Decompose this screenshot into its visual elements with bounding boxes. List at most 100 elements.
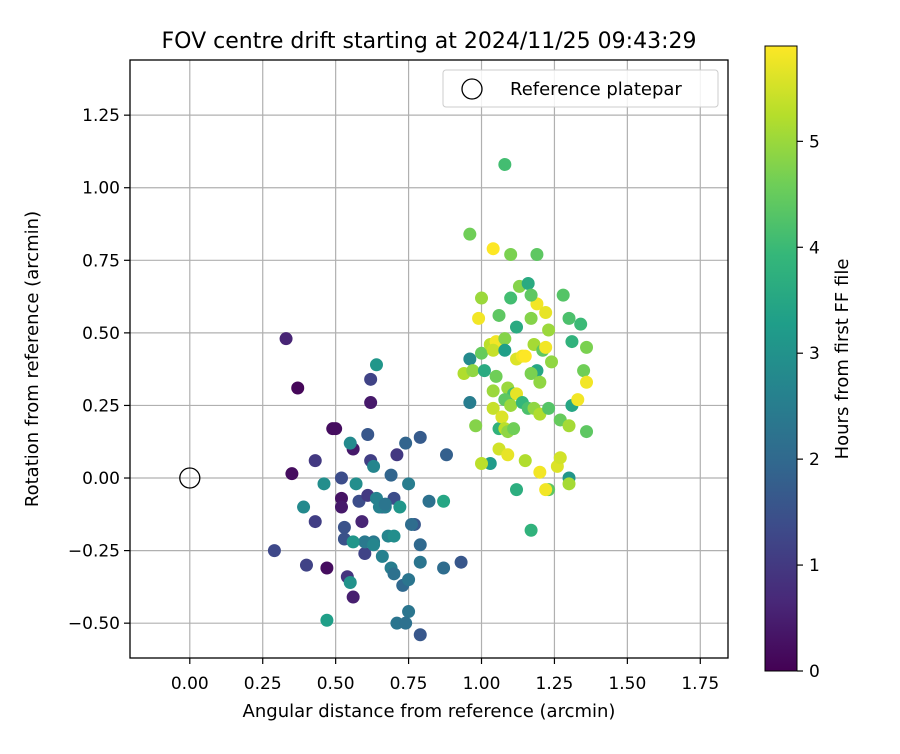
- scatter-point: [463, 396, 477, 410]
- x-tick-label: 0.75: [390, 674, 428, 694]
- scatter-point: [492, 308, 506, 322]
- scatter-point: [364, 372, 378, 386]
- scatter-point: [299, 558, 313, 572]
- x-tick-label: 1.25: [536, 674, 574, 694]
- scatter-point: [404, 517, 418, 531]
- scatter-point: [574, 317, 588, 331]
- colorbar-tick-label: 5: [809, 132, 820, 152]
- scatter-point: [472, 311, 486, 325]
- scatter-point: [504, 247, 518, 261]
- scatter-point: [510, 483, 524, 497]
- scatter-point: [355, 515, 369, 529]
- scatter-point: [346, 590, 360, 604]
- scatter-point: [498, 158, 512, 172]
- scatter-point: [545, 355, 559, 369]
- y-tick-label: 0.00: [82, 469, 120, 489]
- scatter-point: [320, 561, 334, 575]
- scatter-point: [524, 288, 538, 302]
- scatter-point: [399, 436, 413, 450]
- scatter-point: [399, 616, 413, 630]
- scatter-point: [402, 573, 416, 587]
- legend: Reference platepar: [442, 69, 719, 108]
- scatter-point: [317, 477, 331, 491]
- scatter-point: [402, 605, 416, 619]
- scatter-point: [378, 497, 392, 511]
- scatter-point: [524, 523, 538, 537]
- scatter-point: [486, 343, 500, 357]
- colorbar-label: Hours from first FF file: [832, 259, 853, 460]
- scatter-point: [361, 427, 375, 441]
- x-tick-label: 0.00: [171, 674, 209, 694]
- x-tick-label: 0.25: [244, 674, 282, 694]
- scatter-point: [384, 468, 398, 482]
- legend-box: [442, 69, 719, 108]
- scatter-point: [533, 375, 547, 389]
- scatter-point: [375, 549, 389, 563]
- scatter-point: [524, 367, 538, 381]
- scatter-point: [542, 323, 556, 337]
- x-tick-label: 1.75: [681, 674, 719, 694]
- reference-platepar-marker: [179, 467, 201, 489]
- scatter-point: [413, 430, 427, 444]
- scatter-point: [422, 494, 436, 508]
- scatter-point: [291, 381, 305, 395]
- scatter-point: [367, 459, 381, 473]
- y-tick-label: 0.75: [82, 251, 120, 271]
- scatter-point: [308, 454, 322, 468]
- colorbar-ticks: 0 1 2 3 4 5: [797, 132, 820, 682]
- scatter-point: [440, 448, 454, 462]
- scatter-point: [297, 500, 311, 514]
- scatter-point: [364, 396, 378, 410]
- scatter-point: [402, 477, 416, 491]
- y-tick-label: −0.25: [68, 542, 120, 562]
- x-tick-label: 1.50: [608, 674, 646, 694]
- y-tick-label: 0.50: [82, 324, 120, 344]
- scatter-point: [580, 425, 594, 439]
- scatter-point: [463, 352, 477, 366]
- chart-title: FOV centre drift starting at 2024/11/25 …: [162, 29, 697, 54]
- scatter-point: [486, 401, 500, 415]
- scatter-point: [358, 546, 372, 560]
- scatter-point: [390, 448, 404, 462]
- scatter-point: [565, 335, 579, 349]
- y-axis-ticks: −0.50 −0.25 0.00 0.25 0.50 0.75 1.00 1.25: [68, 106, 130, 634]
- scatter-point: [580, 340, 594, 354]
- scatter-point: [571, 393, 585, 407]
- scatter-point: [562, 419, 576, 433]
- reference-marker-layer: [179, 467, 201, 489]
- scatter-point: [553, 451, 567, 465]
- scatter-point: [521, 277, 535, 291]
- scatter-point: [334, 500, 348, 514]
- scatter-point: [501, 448, 515, 462]
- scatter-point: [337, 520, 351, 534]
- scatter-point: [343, 436, 357, 450]
- legend-entry-reference: Reference platepar: [510, 79, 682, 100]
- scatter-point: [539, 306, 553, 320]
- scatter-point: [524, 311, 538, 325]
- scatter-point: [498, 343, 512, 357]
- colorbar-tick-label: 1: [809, 556, 820, 576]
- scatter-point: [466, 364, 480, 378]
- grid: [130, 60, 728, 658]
- scatter-point: [577, 364, 591, 378]
- scatter-point: [343, 576, 357, 590]
- scatter-point: [463, 227, 477, 241]
- scatter-point: [518, 349, 532, 363]
- legend-marker: [461, 78, 483, 100]
- scatter-point: [475, 346, 489, 360]
- scatter-point: [475, 457, 489, 471]
- y-tick-label: 1.25: [82, 106, 120, 126]
- scatter-point: [320, 613, 334, 627]
- y-tick-label: 0.25: [82, 396, 120, 416]
- scatter-point: [495, 410, 509, 424]
- x-tick-label: 1.00: [463, 674, 501, 694]
- scatter-point: [539, 483, 553, 497]
- scatter-point: [285, 467, 299, 481]
- scatter-point: [530, 247, 544, 261]
- scatter-point: [437, 494, 451, 508]
- scatter-point: [504, 291, 518, 305]
- scatter-point: [486, 384, 500, 398]
- colorbar-tick-label: 4: [809, 238, 820, 258]
- scatter-point: [267, 544, 281, 558]
